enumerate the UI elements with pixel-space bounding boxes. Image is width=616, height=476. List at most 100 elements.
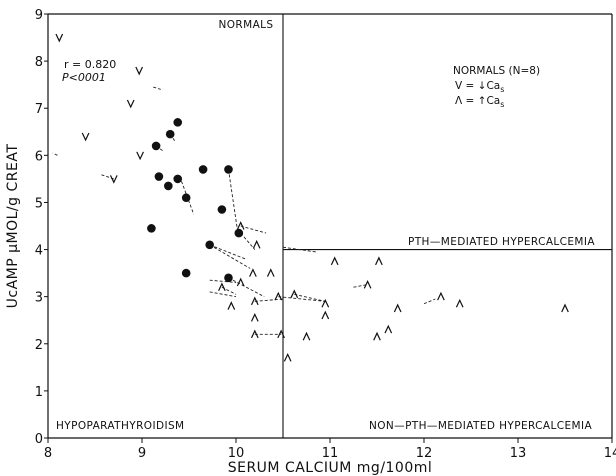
- legend-v-sub: s: [500, 85, 504, 94]
- connector-line: [209, 244, 251, 269]
- connector-line: [423, 298, 436, 305]
- data-point-filled-circle: [165, 129, 175, 139]
- connector-line: [278, 296, 326, 302]
- connector-line: [353, 284, 366, 288]
- connector-line: [153, 86, 161, 90]
- x-tick-label: 8: [44, 446, 52, 461]
- data-point-filled-circle: [147, 224, 156, 233]
- region-normals: NORMALS: [219, 19, 274, 31]
- y-tick-label: 6: [35, 149, 43, 164]
- x-tick-label: 14: [604, 446, 616, 461]
- x-tick-label: 11: [322, 446, 339, 461]
- connector-line: [228, 277, 265, 298]
- data-point-filled-circle: [164, 181, 173, 191]
- data-point-caret-marker: [249, 268, 257, 277]
- data-point-filled-circle: [224, 273, 233, 283]
- legend-title: NORMALS (N=8): [453, 65, 540, 77]
- data-point-caret-marker: [250, 296, 259, 306]
- data-point-filled-circle: [173, 118, 183, 127]
- y-axis-title: UcAMP μMOL/g CREAT: [5, 144, 21, 309]
- x-tick-label: 13: [510, 446, 527, 461]
- connector-line: [52, 152, 58, 156]
- connector-line: [209, 291, 237, 298]
- data-point-caret-marker: [384, 324, 393, 334]
- y-ticks: 0 1 2 3 4 5 6 7 8 9: [35, 8, 48, 447]
- connector-line: [282, 246, 316, 253]
- data-point-caret-marker: [363, 279, 372, 289]
- data-point-filled-circle: [205, 240, 214, 250]
- data-point-caret-marker: [375, 256, 383, 266]
- data-point-filled-circle: [217, 205, 227, 214]
- y-tick-label: 5: [35, 196, 43, 211]
- y-tick-label: 2: [35, 338, 43, 353]
- data-point-caret-marker: [373, 331, 381, 341]
- region-pth: PTH—MEDIATED HYPERCALCEMIA: [408, 236, 595, 248]
- data-point-caret-marker: [250, 329, 259, 339]
- x-tick-label: 12: [416, 446, 433, 461]
- x-tick-label: 9: [138, 446, 146, 461]
- data-point-caret-marker: [274, 291, 283, 301]
- data-point-filled-circle: [173, 174, 183, 184]
- y-tick-label: 1: [35, 385, 43, 400]
- connector-line: [209, 279, 237, 283]
- connector-line: [240, 225, 267, 234]
- data-point-v-marker: [136, 151, 144, 161]
- data-point-caret-marker: [393, 303, 402, 313]
- data-point-caret-marker: [277, 329, 285, 339]
- data-point-caret-marker: [266, 268, 275, 277]
- x-tick-label: 10: [228, 446, 245, 461]
- x-axis-title: SERUM CALCIUM mg/100ml: [228, 460, 433, 476]
- data-point-filled-circle: [224, 165, 233, 174]
- y-tick-label: 9: [35, 8, 43, 23]
- data-point-caret-marker: [250, 312, 259, 322]
- y-tick-label: 4: [35, 244, 43, 259]
- connector-line: [240, 232, 256, 250]
- data-point-caret-marker: [437, 291, 445, 301]
- y-tick-label: 7: [35, 102, 43, 117]
- legend-v: V = ↓Cas: [455, 80, 504, 94]
- data-point-caret-marker: [218, 282, 226, 291]
- connector-line: [254, 298, 284, 302]
- data-point-v-marker: [126, 99, 135, 109]
- data-point-caret-marker: [290, 289, 299, 299]
- region-hypo: HYPOPARATHYROIDISM: [56, 420, 184, 432]
- data-point-caret-marker: [455, 298, 464, 308]
- data-point-caret-marker: [321, 298, 330, 308]
- legend-a: Λ = ↑Cas: [455, 95, 504, 109]
- data-point-v-marker: [81, 132, 90, 142]
- region-non-pth: NON—PTH—MEDIATED HYPERCALCEMIA: [369, 420, 592, 432]
- data-point-v-marker: [135, 66, 144, 76]
- data-point-filled-circle: [181, 193, 191, 203]
- data-point-caret-marker: [302, 331, 311, 341]
- stat-p: P<0001: [62, 71, 106, 84]
- data-point-v-marker: [55, 33, 64, 43]
- data-point-caret-marker: [236, 277, 245, 287]
- data-points: [55, 33, 569, 362]
- y-tick-label: 0: [35, 432, 43, 447]
- data-point-caret-marker: [236, 221, 245, 230]
- connector-line: [228, 169, 239, 234]
- data-point-filled-circle: [181, 268, 191, 278]
- connector-line: [294, 293, 326, 302]
- data-point-filled-circle: [151, 141, 161, 151]
- data-point-caret-marker: [227, 301, 236, 310]
- connector-lines: [52, 86, 436, 335]
- legend: NORMALS (N=8) V = ↓Cas Λ = ↑Cas: [453, 65, 540, 109]
- legend-a-sub: s: [500, 100, 504, 109]
- stat-r: r = 0.820: [64, 58, 116, 71]
- data-point-v-marker: [109, 175, 118, 184]
- data-point-filled-circle: [198, 165, 208, 174]
- plot-frame: [47, 13, 613, 439]
- data-point-caret-marker: [283, 353, 292, 362]
- region-boundaries: [282, 14, 612, 438]
- y-tick-label: 8: [35, 55, 43, 70]
- data-point-filled-circle: [154, 172, 164, 181]
- data-point-filled-circle: [234, 228, 244, 238]
- data-point-caret-marker: [330, 256, 339, 266]
- connector-line: [209, 244, 246, 260]
- x-ticks: 8 9 10 11 12 13 14: [44, 438, 616, 461]
- data-point-caret-marker: [561, 303, 569, 313]
- data-point-caret-marker: [252, 239, 261, 249]
- data-point-caret-marker: [321, 310, 330, 320]
